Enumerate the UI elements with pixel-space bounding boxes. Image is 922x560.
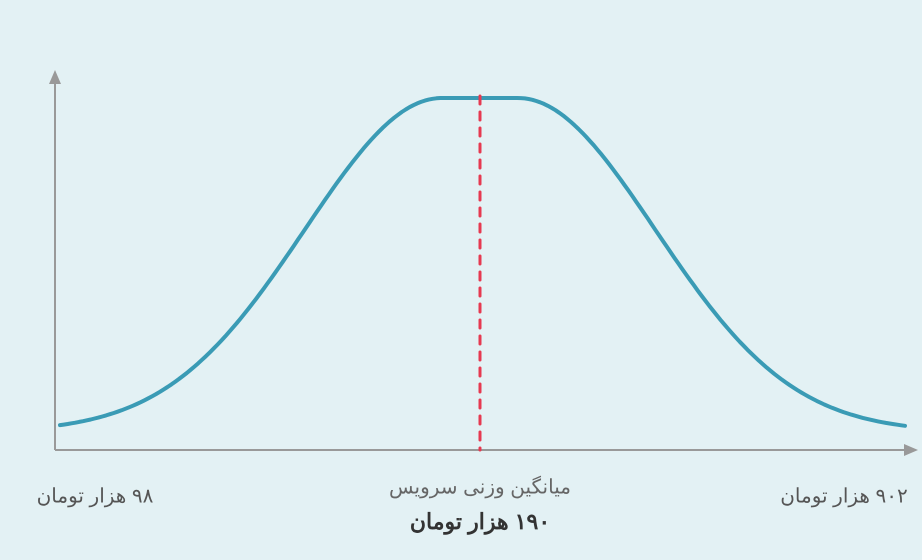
center-title-label: میانگین وزنی سرویس [389,475,571,500]
left-axis-label: ۹۸ هزار تومان [37,484,154,509]
right-axis-label: ۹۰۲ هزار تومان [780,484,908,509]
center-value-label: ۱۹۰ هزار تومان [410,509,550,535]
bell-curve-chart: ۹۸ هزار تومان ۹۰۲ هزار تومان میانگین وزن… [0,0,922,560]
